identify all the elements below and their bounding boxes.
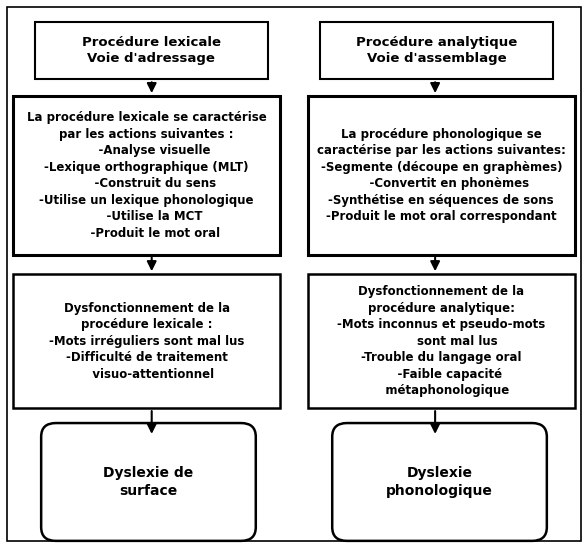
FancyBboxPatch shape (35, 22, 268, 79)
FancyBboxPatch shape (13, 274, 280, 408)
FancyBboxPatch shape (320, 22, 553, 79)
FancyBboxPatch shape (41, 423, 256, 541)
FancyBboxPatch shape (308, 96, 575, 255)
Text: Dysfonctionnement de la
procédure analytique:
-Mots inconnus et pseudo-mots
    : Dysfonctionnement de la procédure analyt… (337, 285, 546, 397)
Text: Dyslexie
phonologique: Dyslexie phonologique (386, 466, 493, 498)
Text: Dysfonctionnement de la
procédure lexicale :
-Mots irréguliers sont mal lus
-Dif: Dysfonctionnement de la procédure lexica… (49, 301, 245, 381)
FancyBboxPatch shape (7, 7, 581, 541)
Text: La procédure phonologique se
caractérise par les actions suivantes:
-Segmente (d: La procédure phonologique se caractérise… (317, 128, 566, 223)
FancyBboxPatch shape (332, 423, 547, 541)
FancyBboxPatch shape (13, 96, 280, 255)
FancyBboxPatch shape (308, 274, 575, 408)
Text: Procédure analytique
Voie d'assemblage: Procédure analytique Voie d'assemblage (356, 36, 517, 65)
Text: La procédure lexicale se caractérise
par les actions suivantes :
    -Analyse vi: La procédure lexicale se caractérise par… (27, 111, 266, 239)
Text: Dyslexie de
surface: Dyslexie de surface (103, 466, 193, 498)
Text: Procédure lexicale
Voie d'adressage: Procédure lexicale Voie d'adressage (82, 36, 221, 65)
